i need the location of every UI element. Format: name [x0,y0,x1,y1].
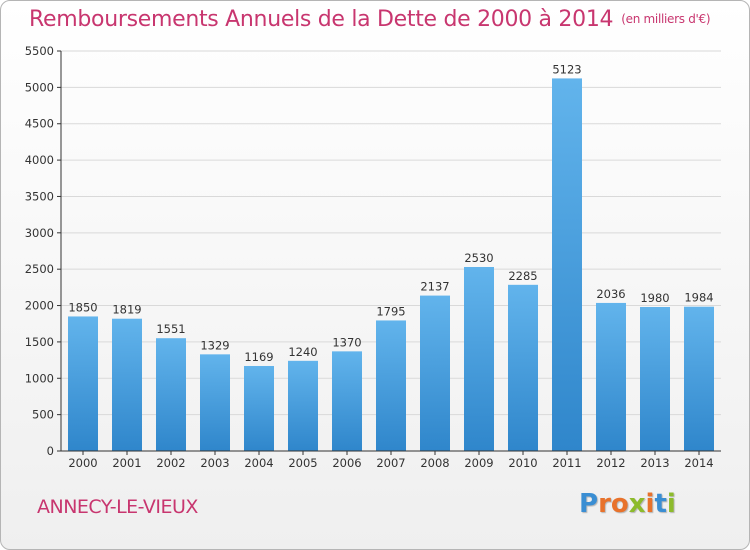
x-tick-label-2011: 2011 [552,456,581,470]
y-tick-label: 0 [47,444,54,458]
x-tick-label-2003: 2003 [200,456,229,470]
x-tick-label-2006: 2006 [332,456,361,470]
logo-letter: P [579,489,599,519]
commune-name: ANNECY-LE-VIEUX [37,496,198,518]
y-tick-label: 1500 [25,335,54,349]
bar-2002 [156,338,186,451]
y-tick-label: 3500 [25,189,54,203]
bar-2005 [288,360,318,451]
bar-2011 [552,78,582,451]
chart-title: Remboursements Annuels de la Dette de 20… [29,7,711,32]
y-tick-label: 2000 [25,299,54,313]
data-label-2010: 2285 [508,269,537,283]
data-label-2014: 1984 [684,291,713,305]
logo-letter: r [598,489,611,519]
bar-chart: 1850 1819 1551 1329 1169 1240 1370 1795 2137 2530… [25,44,721,470]
y-tick-label: 2500 [25,262,54,276]
bar-2003 [200,354,230,451]
logo-letter: t [654,489,667,519]
data-label-2009: 2530 [464,251,493,265]
x-tick-label-2000: 2000 [68,456,97,470]
x-tick-label-2013: 2013 [640,456,669,470]
bar-2014 [684,306,714,451]
bar-2001 [112,318,142,451]
y-tick-label: 3000 [25,226,54,240]
proxiti-logo: Proxiti [579,489,676,519]
bar-2006 [332,351,362,451]
bar-2000 [68,316,98,451]
data-label-2007: 1795 [376,304,405,318]
x-tick-label-2002: 2002 [156,456,185,470]
x-tick-label-2004: 2004 [244,456,273,470]
x-tick-label-2010: 2010 [508,456,537,470]
axes: 0 500 1000 1500 2000 2500 3000 3500 4000 4500 5000… [25,44,721,470]
data-label-2013: 1980 [640,291,669,305]
y-tick-label: 500 [32,408,54,422]
y-tick-label: 1000 [25,371,54,385]
data-label-2011: 5123 [552,62,581,76]
bar-2012 [596,302,626,451]
x-tick-label-2014: 2014 [684,456,713,470]
y-tick-label: 5000 [25,80,54,94]
y-tick-label: 4000 [25,153,54,167]
data-label-2002: 1551 [156,322,185,336]
bar-2013 [640,307,670,451]
y-tick-label: 5500 [25,44,54,58]
data-label-2000: 1850 [68,300,97,314]
y-tick-label: 4500 [25,117,54,131]
logo-letter: x [628,489,646,519]
data-label-2005: 1240 [288,345,317,359]
data-label-2001: 1819 [112,303,141,317]
data-label-2006: 1370 [332,335,361,349]
bar-2008 [420,295,450,451]
x-tick-label-2009: 2009 [464,456,493,470]
x-tick-label-2008: 2008 [420,456,449,470]
data-label-2012: 2036 [596,287,625,301]
bar-2010 [508,284,538,451]
bars: 1850 1819 1551 1329 1169 1240 1370 1795 2137 2530… [68,62,714,451]
unit-label: (en milliers d'€) [621,12,711,26]
x-tick-label-2005: 2005 [288,456,317,470]
logo-letter: i [645,489,655,519]
x-tick-label-2001: 2001 [112,456,141,470]
x-tick-label-2012: 2012 [596,456,625,470]
bar-2009 [464,267,494,451]
logo-letter: o [610,489,629,519]
data-label-2003: 1329 [200,338,229,352]
bar-2004 [244,365,274,451]
chart-title-text: Remboursements Annuels de la Dette de 20… [29,7,614,32]
bar-2007 [376,320,406,451]
logo-letter: i [666,489,676,519]
x-tick-label-2007: 2007 [376,456,405,470]
data-label-2004: 1169 [244,350,273,364]
data-label-2008: 2137 [420,280,449,294]
